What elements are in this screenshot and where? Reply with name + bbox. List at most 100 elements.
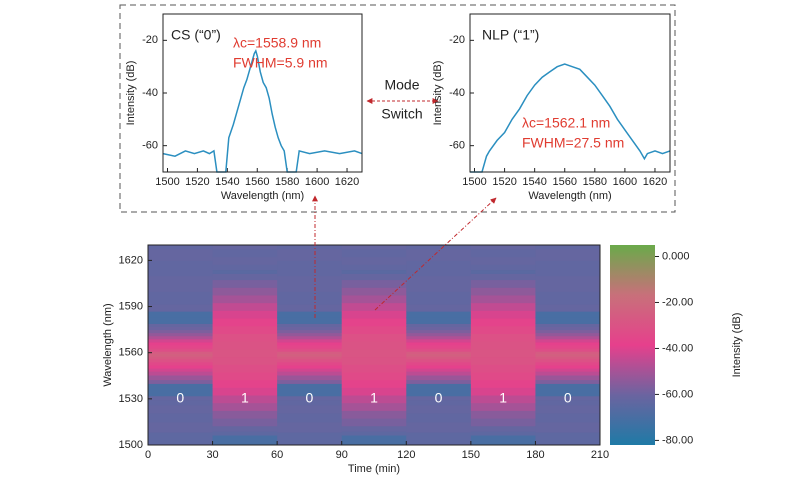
heatmap-cell	[470, 310, 536, 319]
heatmap-cell	[535, 304, 601, 312]
heatmap-cell	[535, 326, 601, 331]
heatmap-cell	[341, 295, 407, 304]
heatmap-cell	[470, 248, 536, 258]
heatmap-cell	[406, 345, 472, 349]
heatmap-cell	[277, 317, 343, 324]
heatmap-cell	[406, 332, 472, 337]
heatmap-cell	[212, 425, 278, 432]
heatmap-cell	[535, 345, 601, 349]
heatmap-cell	[341, 287, 407, 296]
annotation: FWHM=5.9 nm	[233, 55, 328, 71]
plot-frame	[147, 244, 601, 446]
heatmap-cell	[341, 435, 407, 444]
chart-title: CS (“0”)	[171, 27, 221, 43]
heatmap-cell	[406, 356, 472, 360]
y-tick-label: -20	[449, 34, 465, 46]
heatmap-cell	[148, 443, 214, 446]
colorbar-tick-label: 0.000	[662, 250, 690, 262]
heatmap-cell	[212, 379, 278, 388]
x-tick-label: 1600	[305, 176, 329, 188]
colorbar-tick-label: -80.00	[662, 434, 693, 446]
heatmap-cell	[212, 273, 278, 281]
x-tick-label: 1540	[522, 176, 546, 188]
heatmap-cell	[277, 358, 343, 363]
heatmap-cell	[212, 395, 278, 404]
x-tick-label: 210	[591, 449, 609, 461]
heatmap-cell	[212, 310, 278, 319]
heatmap-cell	[535, 245, 601, 250]
heatmap-cell	[277, 345, 343, 349]
heatmap-cell	[277, 368, 343, 372]
heatmap-cell	[341, 410, 407, 419]
heatmap-cell	[535, 389, 601, 397]
heatmap-cell	[148, 368, 214, 372]
heatmap-cell	[148, 356, 214, 360]
y-tick-label: 1590	[119, 300, 143, 312]
heatmap-cell	[277, 375, 343, 381]
heatmap-cell	[406, 260, 472, 277]
heatmap-cell	[341, 364, 407, 373]
heatmap-cell	[148, 275, 214, 292]
heatmap-cell	[341, 387, 407, 396]
heatmap-cell	[406, 443, 472, 446]
heatmap-cell	[535, 368, 601, 372]
heatmap-cell	[535, 371, 601, 376]
heatmap-cell	[535, 443, 601, 446]
heatmap-cell	[341, 418, 407, 427]
heatmap-cell	[212, 256, 278, 265]
heatmap-cell	[406, 326, 472, 331]
x-tick-label: 1580	[583, 176, 607, 188]
heatmap-cell	[148, 361, 214, 366]
heatmap-cell	[470, 435, 536, 444]
heatmap-cell	[341, 379, 407, 388]
heatmap-cell	[341, 356, 407, 365]
heatmap-cell	[406, 365, 472, 369]
heatmap-cell	[148, 353, 214, 356]
heatmap-cell	[406, 361, 472, 366]
heatmap-cell	[212, 318, 278, 327]
heatmap-cell	[470, 302, 536, 311]
heatmap-cell	[406, 412, 472, 423]
heatmap-cell	[470, 245, 536, 250]
heatmap-cell	[148, 348, 214, 352]
heatmap-cell	[406, 368, 472, 372]
heatmap-cell	[535, 291, 601, 305]
heatmap-cell	[535, 399, 601, 406]
heatmap-cell	[406, 399, 472, 406]
heatmap-cell	[277, 326, 343, 331]
plot-frame	[162, 13, 363, 173]
heatmap-cell	[277, 275, 343, 292]
x-tick-label: 150	[462, 449, 480, 461]
heatmap-cell	[277, 395, 343, 401]
heatmap-cell	[341, 341, 407, 350]
x-tick-label: 180	[526, 449, 544, 461]
heatmap-cell	[341, 325, 407, 334]
heatmap-cell	[406, 329, 472, 334]
heatmap-cell	[148, 399, 214, 406]
heatmap-cell	[148, 431, 214, 444]
heatmap-cell	[470, 410, 536, 419]
x-tick-label: 1600	[613, 176, 637, 188]
heatmap-cell	[341, 371, 407, 381]
x-tick-label: 0	[145, 449, 151, 461]
heatmap-cell	[341, 318, 407, 327]
x-tick-label: 1580	[275, 176, 299, 188]
heatmap-cell	[406, 311, 472, 318]
heatmap-cell	[535, 361, 601, 366]
x-tick-label: 1540	[215, 176, 239, 188]
heatmap-cell	[212, 371, 278, 381]
y-tick-label: 1500	[119, 439, 143, 451]
heatmap-cell	[535, 317, 601, 324]
heatmap-cell	[148, 311, 214, 318]
heatmap-cell	[406, 245, 472, 250]
heatmap-cell	[148, 355, 214, 358]
heatmap-cell	[470, 256, 536, 265]
heatmap-cell	[212, 295, 278, 304]
heatmap-cell	[277, 304, 343, 312]
heatmap-cell	[148, 375, 214, 381]
state-label: 1	[499, 390, 507, 406]
heatmap-cell	[535, 275, 601, 292]
heatmap-cell	[406, 323, 472, 328]
heatmap-cell	[341, 302, 407, 311]
heatmap-cell	[277, 260, 343, 277]
